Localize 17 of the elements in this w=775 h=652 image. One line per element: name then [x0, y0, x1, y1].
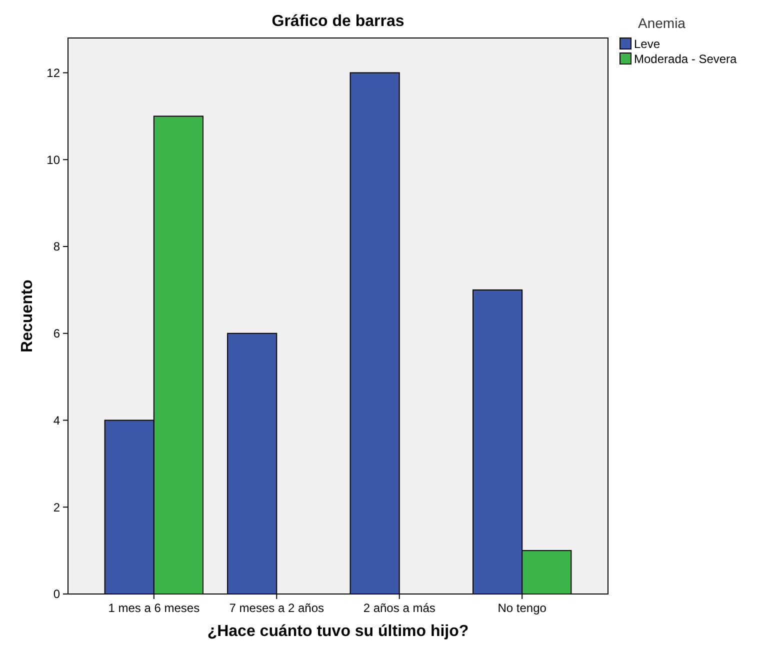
y-tick-label: 2 — [53, 500, 60, 514]
legend-title: Anemia — [638, 15, 686, 31]
chart-title: Gráfico de barras — [272, 13, 404, 30]
y-tick-label: 0 — [53, 587, 60, 602]
x-tick-label: 7 meses a 2 años — [229, 601, 324, 615]
y-tick-label: 4 — [53, 413, 60, 428]
x-axis-title: ¿Hace cuánto tuvo su último hijo? — [207, 623, 469, 640]
legend-label: Moderada - Severa — [634, 52, 738, 66]
y-axis-title: Recuento — [19, 279, 36, 352]
y-tick-label: 6 — [53, 326, 60, 341]
y-tick-label: 12 — [46, 66, 60, 80]
y-tick-label: 8 — [53, 240, 60, 254]
x-tick-label: 1 mes a 6 meses — [108, 601, 200, 615]
y-tick-label: 10 — [46, 152, 60, 167]
legend-label: Leve — [634, 37, 660, 51]
x-tick-label: No tengo — [498, 601, 547, 615]
x-tick-label: 2 años a más — [363, 601, 436, 615]
